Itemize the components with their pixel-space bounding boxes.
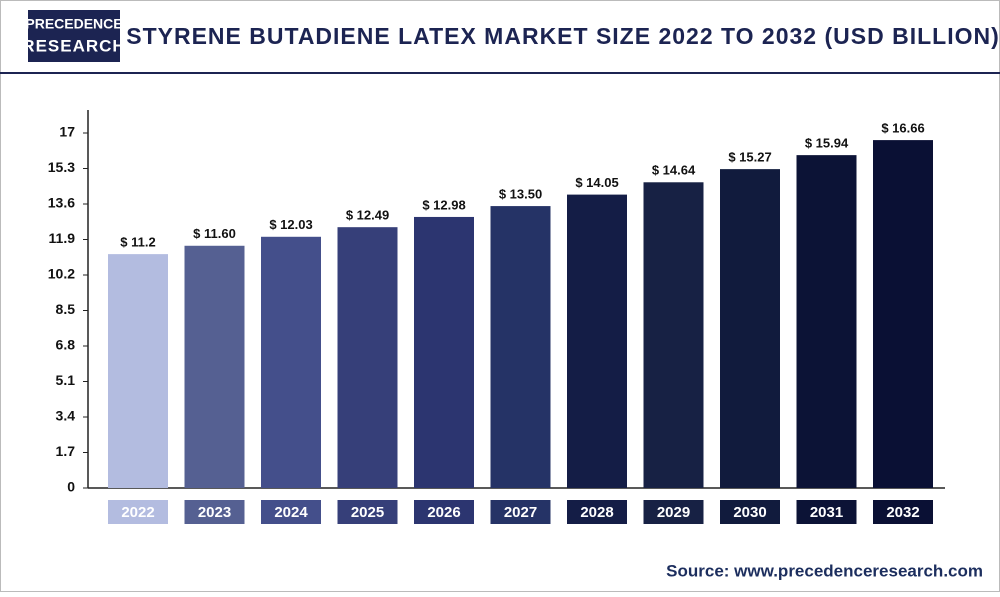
logo-box	[28, 10, 120, 62]
category-box	[337, 500, 398, 524]
bar	[490, 206, 551, 488]
y-tick-label: 0	[67, 479, 75, 495]
y-tick-label: 13.6	[48, 195, 75, 211]
value-label: $ 15.94	[805, 136, 849, 151]
bar	[643, 182, 704, 488]
x-tick-label: 2027	[504, 504, 537, 521]
y-tick-label: 10.2	[48, 266, 75, 282]
bar	[796, 155, 857, 488]
bar	[184, 245, 245, 488]
value-label: $ 16.66	[881, 121, 924, 136]
value-label: $ 15.27	[728, 150, 771, 165]
chart-title: STYRENE BUTADIENE LATEX MARKET SIZE 2022…	[126, 23, 1000, 49]
y-tick-label: 5.1	[56, 372, 76, 388]
x-tick-label: 2031	[810, 504, 843, 521]
x-tick-label: 2028	[580, 504, 613, 521]
category-box	[414, 500, 474, 524]
y-tick-label: 15.3	[48, 159, 75, 175]
bar	[337, 227, 398, 488]
y-tick-label: 1.7	[56, 443, 76, 459]
x-tick-label: 2023	[198, 504, 231, 521]
value-label: $ 14.05	[575, 175, 618, 190]
value-label: $ 12.98	[422, 197, 465, 212]
bar	[261, 236, 321, 488]
value-label: $ 12.49	[346, 208, 389, 223]
source: Source: www.precedenceresearch.com	[666, 561, 983, 580]
category-box	[873, 500, 933, 524]
bar	[414, 216, 474, 488]
y-tick-label: 17	[59, 124, 75, 140]
category-box	[108, 500, 168, 524]
category-box	[796, 500, 857, 524]
x-tick-label: 2032	[886, 504, 919, 521]
x-tick-label: 2025	[351, 504, 384, 521]
category-box	[567, 500, 627, 524]
bar	[108, 254, 168, 488]
category-box	[261, 500, 321, 524]
bar	[720, 169, 780, 488]
value-label: $ 11.2	[120, 235, 155, 250]
x-tick-label: 2029	[657, 504, 690, 521]
x-tick-label: 2030	[733, 504, 766, 521]
value-label: $ 13.50	[499, 187, 542, 202]
category-box	[643, 500, 704, 524]
category-box	[720, 500, 780, 524]
y-tick-label: 3.4	[56, 408, 76, 424]
logo-text: RESEARCH	[22, 36, 125, 55]
category-box	[184, 500, 245, 524]
value-label: $ 11.60	[193, 226, 236, 241]
x-tick-label: 2026	[427, 504, 460, 521]
y-tick-label: 8.5	[56, 301, 76, 317]
x-tick-label: 2022	[121, 504, 154, 521]
category-box	[490, 500, 551, 524]
bar	[873, 140, 933, 488]
y-tick-label: 11.9	[49, 230, 76, 246]
x-tick-label: 2024	[274, 504, 308, 521]
value-label: $ 12.03	[269, 217, 312, 232]
y-tick-label: 6.8	[56, 337, 76, 353]
bar	[567, 194, 627, 488]
value-label: $ 14.64	[652, 163, 696, 178]
logo-text: PRECEDENCE	[25, 16, 122, 32]
